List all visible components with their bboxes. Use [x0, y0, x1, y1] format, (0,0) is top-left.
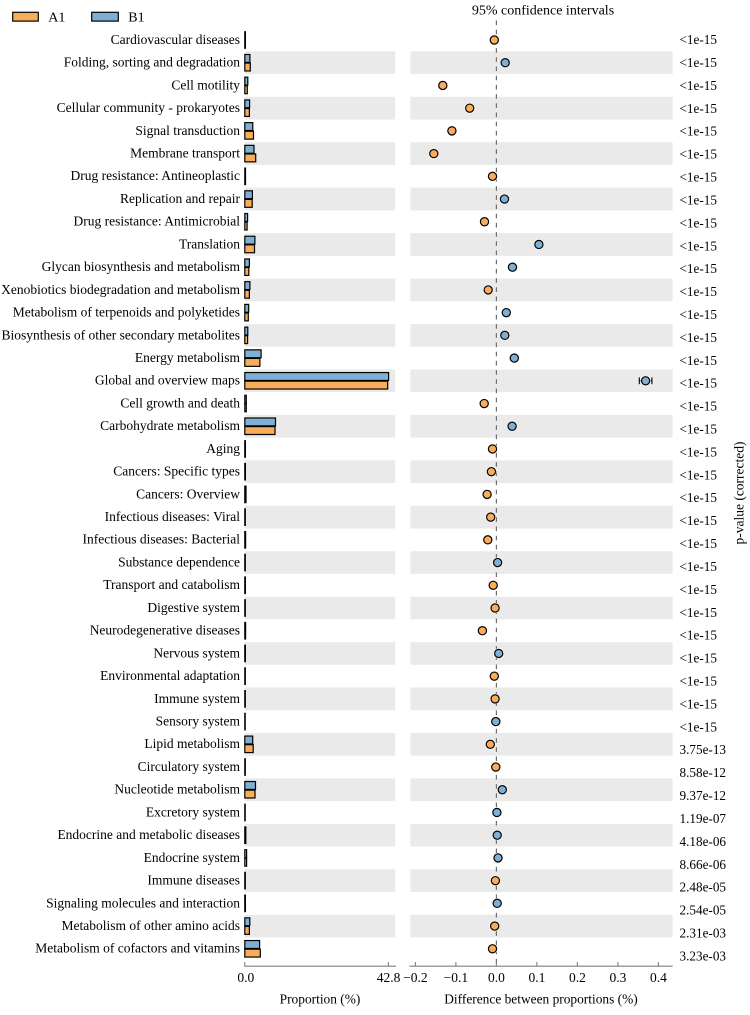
svg-text:Nervous system: Nervous system [153, 645, 240, 660]
svg-text:3.23e-03: 3.23e-03 [680, 948, 727, 963]
svg-text:Immune system: Immune system [154, 691, 240, 706]
svg-text:Circulatory system: Circulatory system [138, 759, 241, 774]
svg-text:4.18e-06: 4.18e-06 [680, 834, 727, 849]
svg-text:<1e-15: <1e-15 [680, 559, 718, 574]
svg-text:<1e-15: <1e-15 [680, 582, 718, 597]
svg-text:Excretory system: Excretory system [146, 804, 241, 819]
svg-text:Cancers: Specific types: Cancers: Specific types [113, 464, 240, 479]
svg-text:Nucleotide metabolism: Nucleotide metabolism [114, 782, 240, 797]
svg-text:Environmental adaptation: Environmental adaptation [100, 668, 240, 683]
svg-text:Metabolism of cofactors and vi: Metabolism of cofactors and vitamins [35, 941, 240, 956]
svg-text:9.37e-12: 9.37e-12 [680, 788, 727, 803]
svg-text:Membrane transport: Membrane transport [130, 146, 240, 161]
svg-text:Signal transduction: Signal transduction [135, 123, 240, 138]
svg-text:<1e-15: <1e-15 [680, 32, 718, 47]
svg-text:1.19e-07: 1.19e-07 [680, 811, 727, 826]
svg-text:2.31e-03: 2.31e-03 [680, 925, 727, 940]
svg-text:42.8: 42.8 [377, 970, 401, 985]
svg-text:<1e-15: <1e-15 [680, 261, 718, 276]
svg-text:<1e-15: <1e-15 [680, 170, 718, 185]
svg-text:3.75e-13: 3.75e-13 [680, 742, 727, 757]
svg-text:<1e-15: <1e-15 [680, 422, 718, 437]
svg-text:0.0: 0.0 [488, 970, 505, 985]
svg-text:B1: B1 [128, 11, 144, 26]
svg-text:Substance dependence: Substance dependence [118, 554, 240, 569]
svg-text:Difference between proportions: Difference between proportions (%) [444, 992, 637, 1007]
svg-text:<1e-15: <1e-15 [680, 147, 718, 162]
svg-text:Xenobiotics biodegradation and: Xenobiotics biodegradation and metabolis… [1, 282, 240, 297]
svg-text:Cardiovascular diseases: Cardiovascular diseases [111, 32, 240, 47]
svg-text:<1e-15: <1e-15 [680, 238, 718, 253]
svg-text:Endocrine and metabolic diseas: Endocrine and metabolic diseases [57, 827, 240, 842]
svg-text:Translation: Translation [179, 236, 240, 251]
svg-text:8.58e-12: 8.58e-12 [680, 765, 727, 780]
svg-text:Energy metabolism: Energy metabolism [135, 350, 241, 365]
svg-text:<1e-15: <1e-15 [680, 284, 718, 299]
svg-text:Replication and repair: Replication and repair [120, 191, 240, 206]
svg-text:Proportion (%): Proportion (%) [280, 992, 361, 1007]
svg-text:0.2: 0.2 [569, 970, 586, 985]
svg-text:Neurodegenerative diseases: Neurodegenerative diseases [90, 623, 240, 638]
svg-text:<1e-15: <1e-15 [680, 490, 718, 505]
svg-text:<1e-15: <1e-15 [680, 215, 718, 230]
svg-text:<1e-15: <1e-15 [680, 651, 718, 666]
svg-text:<1e-15: <1e-15 [680, 513, 718, 528]
svg-text:Global and overview maps: Global and overview maps [95, 373, 240, 388]
svg-text:Metabolism of terpenoids and p: Metabolism of terpenoids and polyketides [13, 305, 240, 320]
svg-text:<1e-15: <1e-15 [680, 674, 718, 689]
svg-text:−0.1: −0.1 [444, 970, 469, 985]
svg-text:Glycan biosynthesis and metabo: Glycan biosynthesis and metabolism [42, 259, 241, 274]
svg-text:<1e-15: <1e-15 [680, 444, 718, 459]
svg-text:Biosynthesis of other secondar: Biosynthesis of other secondary metaboli… [2, 327, 240, 342]
svg-text:−0.2: −0.2 [403, 970, 428, 985]
svg-text:<1e-15: <1e-15 [680, 353, 718, 368]
svg-text:2.54e-05: 2.54e-05 [680, 903, 727, 918]
svg-text:Lipid metabolism: Lipid metabolism [144, 736, 240, 751]
svg-text:p-value (corrected): p-value (corrected) [732, 441, 747, 544]
svg-text:Endocrine system: Endocrine system [144, 850, 241, 865]
svg-text:<1e-15: <1e-15 [680, 467, 718, 482]
svg-text:<1e-15: <1e-15 [680, 536, 718, 551]
svg-text:Immune diseases: Immune diseases [147, 873, 240, 888]
svg-text:Infectious diseases: Bacterial: Infectious diseases: Bacterial [83, 532, 241, 547]
svg-text:Folding, sorting and degradati: Folding, sorting and degradation [64, 55, 240, 70]
svg-text:Aging: Aging [206, 441, 240, 456]
svg-text:Metabolism of other amino acid: Metabolism of other amino acids [62, 918, 240, 933]
svg-text:<1e-15: <1e-15 [680, 55, 718, 70]
svg-text:Drug resistance: Antimicrobial: Drug resistance: Antimicrobial [74, 214, 241, 229]
svg-text:0.1: 0.1 [528, 970, 545, 985]
svg-text:<1e-15: <1e-15 [680, 124, 718, 139]
svg-text:<1e-15: <1e-15 [680, 307, 718, 322]
svg-text:0.0: 0.0 [237, 970, 254, 985]
svg-text:<1e-15: <1e-15 [680, 376, 718, 391]
svg-text:Cell growth and death: Cell growth and death [120, 395, 240, 410]
svg-text:<1e-15: <1e-15 [680, 628, 718, 643]
svg-text:Infectious diseases: Viral: Infectious diseases: Viral [105, 509, 241, 524]
svg-text:Signaling molecules and intera: Signaling molecules and interaction [46, 895, 240, 910]
svg-text:Transport and catabolism: Transport and catabolism [103, 577, 240, 592]
svg-text:<1e-15: <1e-15 [680, 78, 718, 93]
svg-text:A1: A1 [48, 11, 65, 26]
svg-text:95% confidence intervals: 95% confidence intervals [472, 3, 614, 18]
svg-text:2.48e-05: 2.48e-05 [680, 880, 727, 895]
svg-text:<1e-15: <1e-15 [680, 330, 718, 345]
svg-text:<1e-15: <1e-15 [680, 605, 718, 620]
svg-text:Cell motility: Cell motility [171, 77, 240, 92]
svg-text:<1e-15: <1e-15 [680, 399, 718, 414]
svg-text:<1e-15: <1e-15 [680, 192, 718, 207]
svg-text:0.4: 0.4 [650, 970, 667, 985]
svg-text:8.66e-06: 8.66e-06 [680, 857, 727, 872]
svg-text:Drug resistance: Antineoplasti: Drug resistance: Antineoplastic [71, 168, 240, 183]
svg-text:Cellular community - prokaryot: Cellular community - prokaryotes [57, 100, 240, 115]
svg-text:<1e-15: <1e-15 [680, 696, 718, 711]
svg-text:<1e-15: <1e-15 [680, 719, 718, 734]
svg-text:Cancers: Overview: Cancers: Overview [136, 486, 240, 501]
svg-text:Digestive system: Digestive system [147, 600, 240, 615]
svg-text:0.3: 0.3 [609, 970, 626, 985]
svg-text:Sensory system: Sensory system [156, 714, 241, 729]
svg-text:<1e-15: <1e-15 [680, 101, 718, 116]
svg-text:Carbohydrate metabolism: Carbohydrate metabolism [100, 418, 240, 433]
